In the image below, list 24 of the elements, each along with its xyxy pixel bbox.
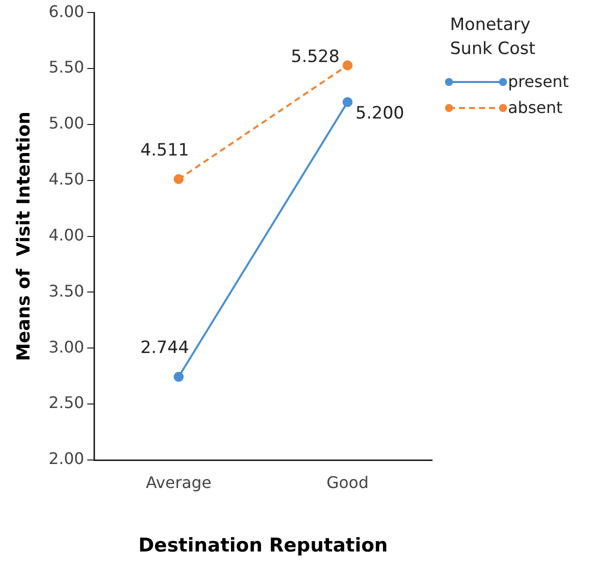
point <box>174 174 184 184</box>
y-tick-label: 5.00 <box>48 114 84 133</box>
y-tick-label: 3.50 <box>48 281 84 300</box>
y-axis-title: Means of Visit Intention <box>13 112 34 362</box>
x-tick-label: Average <box>146 472 212 492</box>
data-label: 4.511 <box>140 140 190 161</box>
y-tick-label: 4.00 <box>48 225 84 244</box>
point <box>174 372 184 382</box>
y-tick-label: 5.50 <box>48 58 84 77</box>
x-axis-title: Destination Reputation <box>138 534 388 557</box>
y-tick-label: 3.00 <box>48 337 84 356</box>
data-label: 2.744 <box>140 338 190 358</box>
y-tick-label: 4.50 <box>48 170 84 189</box>
data-label: 5.200 <box>356 104 404 124</box>
legend-label: present <box>508 72 569 92</box>
y-tick-label: 2.50 <box>48 393 84 412</box>
legend-label: absent <box>508 98 563 118</box>
point <box>342 60 353 70</box>
legend-title: Monetary Sunk Cost <box>450 14 536 61</box>
y-tick-label: 6.00 <box>48 2 84 21</box>
x-tick-label: Good <box>326 472 369 492</box>
point <box>342 97 353 108</box>
y-tick-label: 2.00 <box>48 449 84 468</box>
data-label: 5.528 <box>290 46 340 67</box>
